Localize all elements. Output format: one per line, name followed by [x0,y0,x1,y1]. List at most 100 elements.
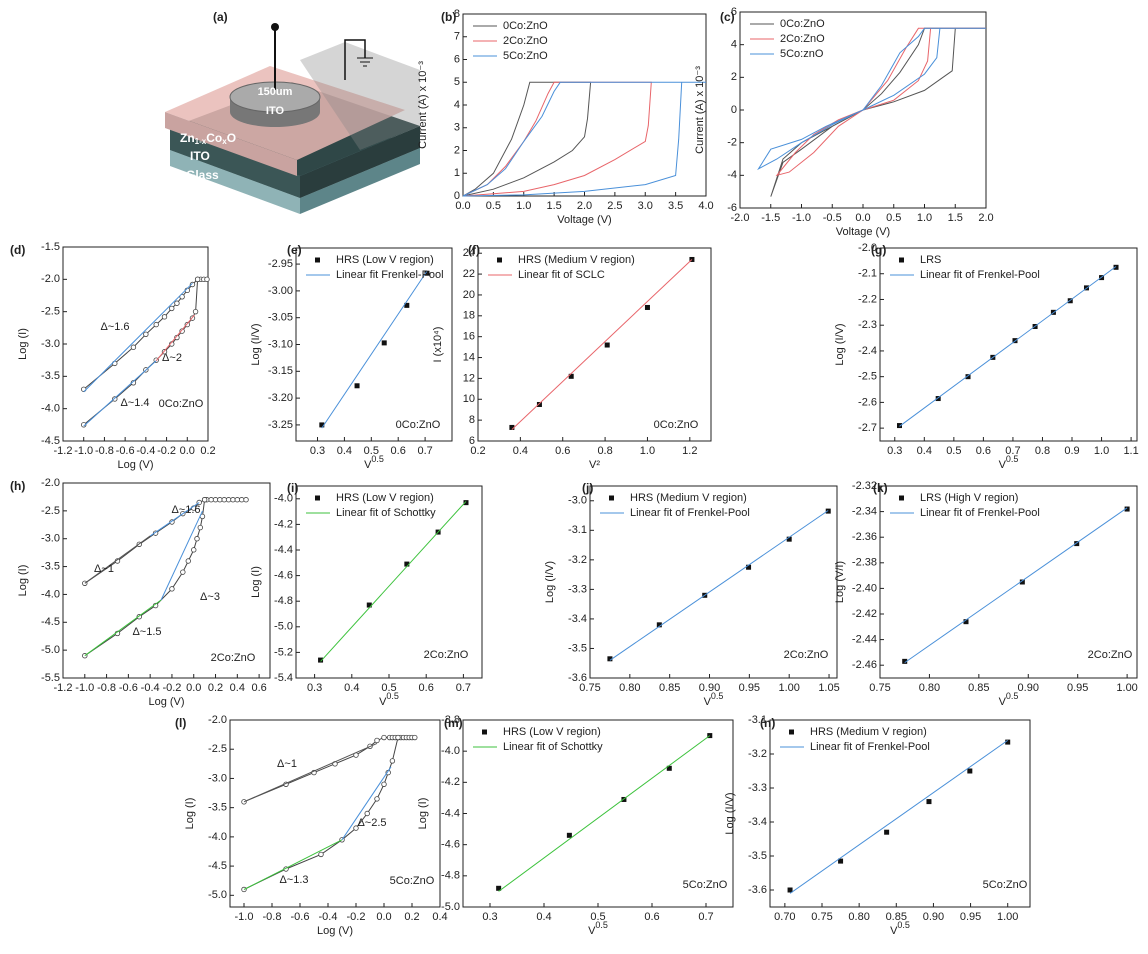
annotation: 0Co:ZnO [654,419,699,431]
y-tick-label: -2.38 [852,557,877,569]
y-tick-label: -2.34 [852,506,877,518]
x-label-sup: 0.5 [1006,691,1019,701]
y-tick-label: 2 [454,144,460,156]
legend-label: HRS (Low V region) [503,726,601,738]
chart-panel: -1.0 -0.8 -0.6 -0.4 -0.2 0.0 0.2 0.4 -5.0 -4.5 -4.… [175,714,448,937]
annotation: Δ~1.4 [120,397,149,409]
film-part: Co [206,131,222,145]
y-tick-label: -3.5 [41,370,60,382]
x-tick-label: 0.4 [337,445,352,457]
panel-label: (j) [582,481,593,495]
data-point [241,799,247,805]
x-tick-label: 0.5 [364,445,379,457]
x-tick-label: 0.3 [310,445,325,457]
data-point [179,328,185,334]
data-point [896,423,902,429]
data-point [112,396,118,402]
y-tick-label: -3.6 [568,672,587,684]
annotation: Δ~1 [277,758,297,770]
data-point [787,887,793,893]
y-tick-label: 5 [454,76,460,88]
chart-panel: 0.75 0.80 0.85 0.90 0.95 1.00 -2.46 -2.44 -2.42 -… [834,480,1138,708]
x-axis-label: V0.5 [588,920,608,937]
y-tick-label: -2.32 [852,480,877,492]
series-line [609,510,829,661]
series-line [511,259,693,430]
data-point [404,302,410,308]
data-point [174,300,180,306]
x-tick-label: 0.80 [848,911,869,923]
x-tick-label: 0.3 [887,445,902,457]
series-line [321,270,428,429]
x-tick-label: 0.4 [230,682,245,694]
y-tick-label: -2.2 [858,293,877,305]
x-tick-label: 1.0 [1094,445,1109,457]
x-tick-label: 0.80 [619,682,640,694]
x-tick-label: 1.0 [516,200,531,212]
y-tick-label: -5.0 [441,901,460,913]
legend-label: Linear fit of SCLC [518,269,605,281]
y-tick-label: 7 [454,31,460,43]
y-tick-label: -2.46 [852,659,877,671]
legend-label: Linear fit of Frenkel-Pool [920,269,1040,281]
data-point [243,497,249,503]
x-tick-label: 0.4 [536,911,551,923]
x-tick-label: 0.7 [698,911,713,923]
data-point [424,270,430,276]
data-point [180,569,186,575]
y-tick-label: -2.0 [858,242,877,254]
panel-label: (a) [213,10,228,24]
series-line [899,266,1117,427]
y-tick-label: -2.6 [858,396,877,408]
series-line [320,501,467,662]
y-tick-label: 6 [469,435,475,447]
x-tick-label: 0.2 [200,445,215,457]
y-tick-label: -4.8 [441,870,460,882]
y-tick-label: -2.36 [852,531,877,543]
x-tick-label: 2.0 [978,212,993,224]
legend-label: Linear fit of Frenkel-Pool [810,741,930,753]
y-tick-label: 4 [454,99,460,111]
y-tick-label: -2.3 [858,319,877,331]
legend-label: Linear fit of Schottky [336,507,436,519]
plot-frame [879,247,1138,442]
x-tick-label: 1.5 [948,212,963,224]
y-tick-label: -4.2 [274,518,293,530]
data-point [191,547,197,553]
chart-panel: 0.3 0.4 0.5 0.6 0.7 0.8 0.9 1.0 1.1 -2.7 -2.6 -2.5 -… [834,242,1139,471]
x-tick-label: 0.4 [513,445,528,457]
x-tick-label: 0.6 [976,445,991,457]
data-point [926,799,932,805]
data-point [412,734,418,741]
x-tick-label: -0.8 [95,445,114,457]
y-tick-label: -3.6 [748,884,767,896]
x-tick-label: 0.2 [208,682,223,694]
legend-label: Linear fit Frenkel-Pool [336,269,444,281]
y-tick-label: 14 [463,351,475,363]
x-label-sup: 0.5 [386,691,399,701]
y-tick-label: -2.0 [41,273,60,285]
x-tick-label: -0.4 [136,445,155,457]
annotation: Δ~1.5 [132,626,161,638]
legend-label: 5Co:znO [780,48,824,60]
x-tick-label: 0.6 [555,445,570,457]
x-tick-label: 0.6 [391,445,406,457]
x-label-base: V [364,459,372,471]
y-tick-label: -2.42 [852,608,877,620]
x-tick-label: -0.2 [347,911,366,923]
series-line [243,742,378,803]
y-tick-label: -3.0 [208,772,227,784]
y-axis-label: Current (A) x 10⁻³ [694,66,706,154]
y-tick-label: 10 [463,393,475,405]
legend-marker [609,495,614,501]
data-point [230,497,236,503]
y-tick-label: -3.0 [568,495,587,507]
data-point [1005,739,1011,745]
x-axis-label: V² [589,459,600,471]
y-tick-label: -3.5 [748,850,767,862]
y-tick-label: -4.0 [441,745,460,757]
y-tick-label: 0 [731,104,737,116]
y-tick-label: 0 [454,190,460,202]
series-line [789,739,1008,894]
x-tick-label: 1.05 [818,682,839,694]
